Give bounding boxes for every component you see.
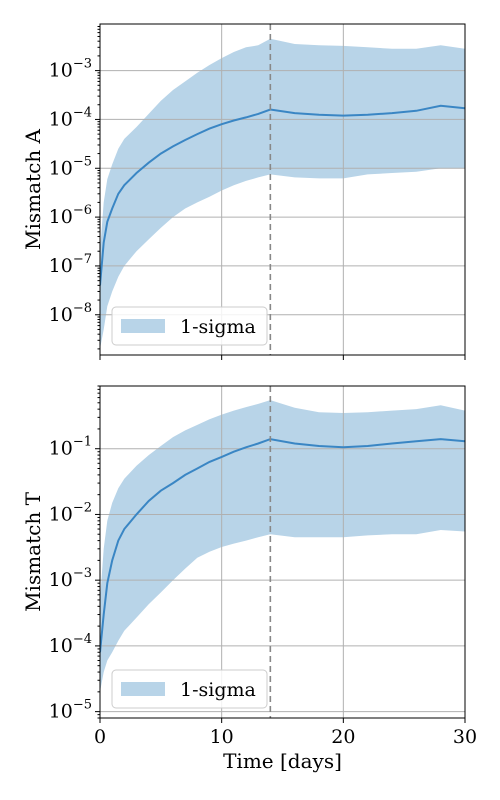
x-tick-label: 0 bbox=[94, 726, 106, 748]
y-tick-label: 10−1 bbox=[49, 435, 92, 460]
x-tick-label: 30 bbox=[453, 726, 477, 748]
mean-line bbox=[100, 438, 465, 653]
y-axis-label: Mismatch A bbox=[21, 128, 45, 250]
axes-frame bbox=[99, 385, 466, 719]
y-tick-label: 10−5 bbox=[49, 698, 92, 723]
y-tick-label: 10−3 bbox=[49, 566, 92, 591]
x-tick-label: 20 bbox=[331, 726, 355, 748]
y-tick-label: 10−6 bbox=[49, 203, 92, 228]
y-tick-label: 10−8 bbox=[49, 301, 92, 326]
legend: 1-sigma bbox=[111, 669, 268, 709]
y-tick-label: 10−2 bbox=[49, 500, 92, 525]
chart-panel-1: 10−8 10−7 10−6 10−5 10−4 10−3 Mismatch A 1-sigm… bbox=[21, 23, 466, 360]
x-axis-label: Time [days] bbox=[223, 749, 342, 773]
mean-line bbox=[100, 104, 465, 286]
sigma-band bbox=[100, 38, 465, 349]
sigma-band bbox=[100, 400, 465, 692]
y-tick-label: 10−5 bbox=[49, 154, 92, 179]
legend-label: 1-sigma bbox=[180, 679, 256, 701]
legend-swatch bbox=[121, 319, 165, 333]
y-tick-label: 10−3 bbox=[49, 57, 92, 82]
legend-box bbox=[111, 306, 268, 346]
y-axis-label: Mismatch T bbox=[21, 491, 45, 612]
y-tick-label: 10−4 bbox=[49, 105, 92, 130]
legend: 1-sigma bbox=[111, 306, 268, 346]
y-tick-label: 10−7 bbox=[49, 252, 92, 277]
legend-box bbox=[111, 669, 268, 709]
y-tick-label: 10−4 bbox=[49, 632, 92, 657]
legend-label: 1-sigma bbox=[180, 316, 256, 338]
axes-frame bbox=[99, 23, 466, 356]
chart-panel-2: 10−5 10−4 10−3 10−2 10−1 0 10 20 30 Mismatch T Tim… bbox=[21, 385, 477, 773]
x-tick-label: 10 bbox=[210, 726, 234, 748]
legend-swatch bbox=[121, 682, 165, 696]
